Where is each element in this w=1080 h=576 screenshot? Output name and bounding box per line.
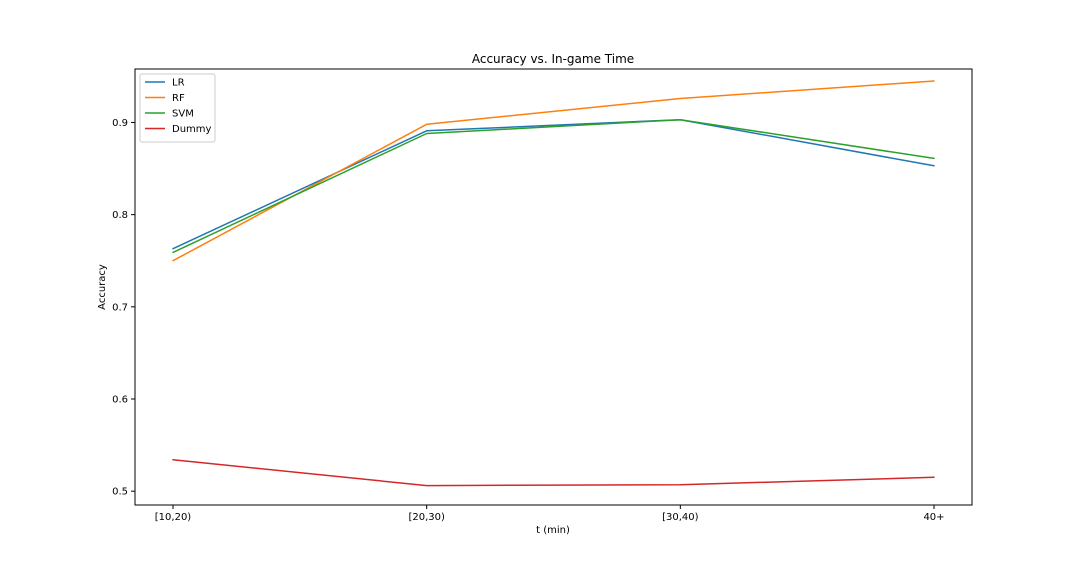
legend-label-svm: SVM xyxy=(172,109,194,120)
series-line-svm xyxy=(172,118,935,254)
legend: LR RF SVM Dummy xyxy=(139,73,216,143)
x-tick-label: 40+ xyxy=(923,512,944,523)
y-tick-label: 0.6 xyxy=(112,394,128,405)
series-line-dummy xyxy=(172,459,935,487)
chart-title: Accuracy vs. In-game Time xyxy=(472,52,634,66)
legend-label-rf: RF xyxy=(172,93,185,104)
y-tick-label: 0.7 xyxy=(112,302,128,313)
legend-label-lr: LR xyxy=(172,78,185,89)
plot-area: [10,20) [20,30) [30,40) 40+ 0.5 0.6 0.7 0.8 0.9 xyxy=(112,80,945,523)
series-line-lr xyxy=(172,118,935,250)
x-tick-label: [30,40) xyxy=(662,512,699,523)
series-line-rf xyxy=(172,80,935,262)
y-tick-label: 0.8 xyxy=(112,210,128,221)
x-tick-label: [10,20) xyxy=(155,512,192,523)
x-tick-label: [20,30) xyxy=(408,512,445,523)
y-axis-title: Accuracy xyxy=(97,264,108,310)
legend-box xyxy=(139,73,216,143)
legend-label-dummy: Dummy xyxy=(172,124,212,135)
x-axis-title: t (min) xyxy=(536,525,570,536)
y-tick-label: 0.5 xyxy=(112,487,128,498)
y-tick-label: 0.9 xyxy=(112,118,128,129)
axes-frame xyxy=(134,68,973,506)
